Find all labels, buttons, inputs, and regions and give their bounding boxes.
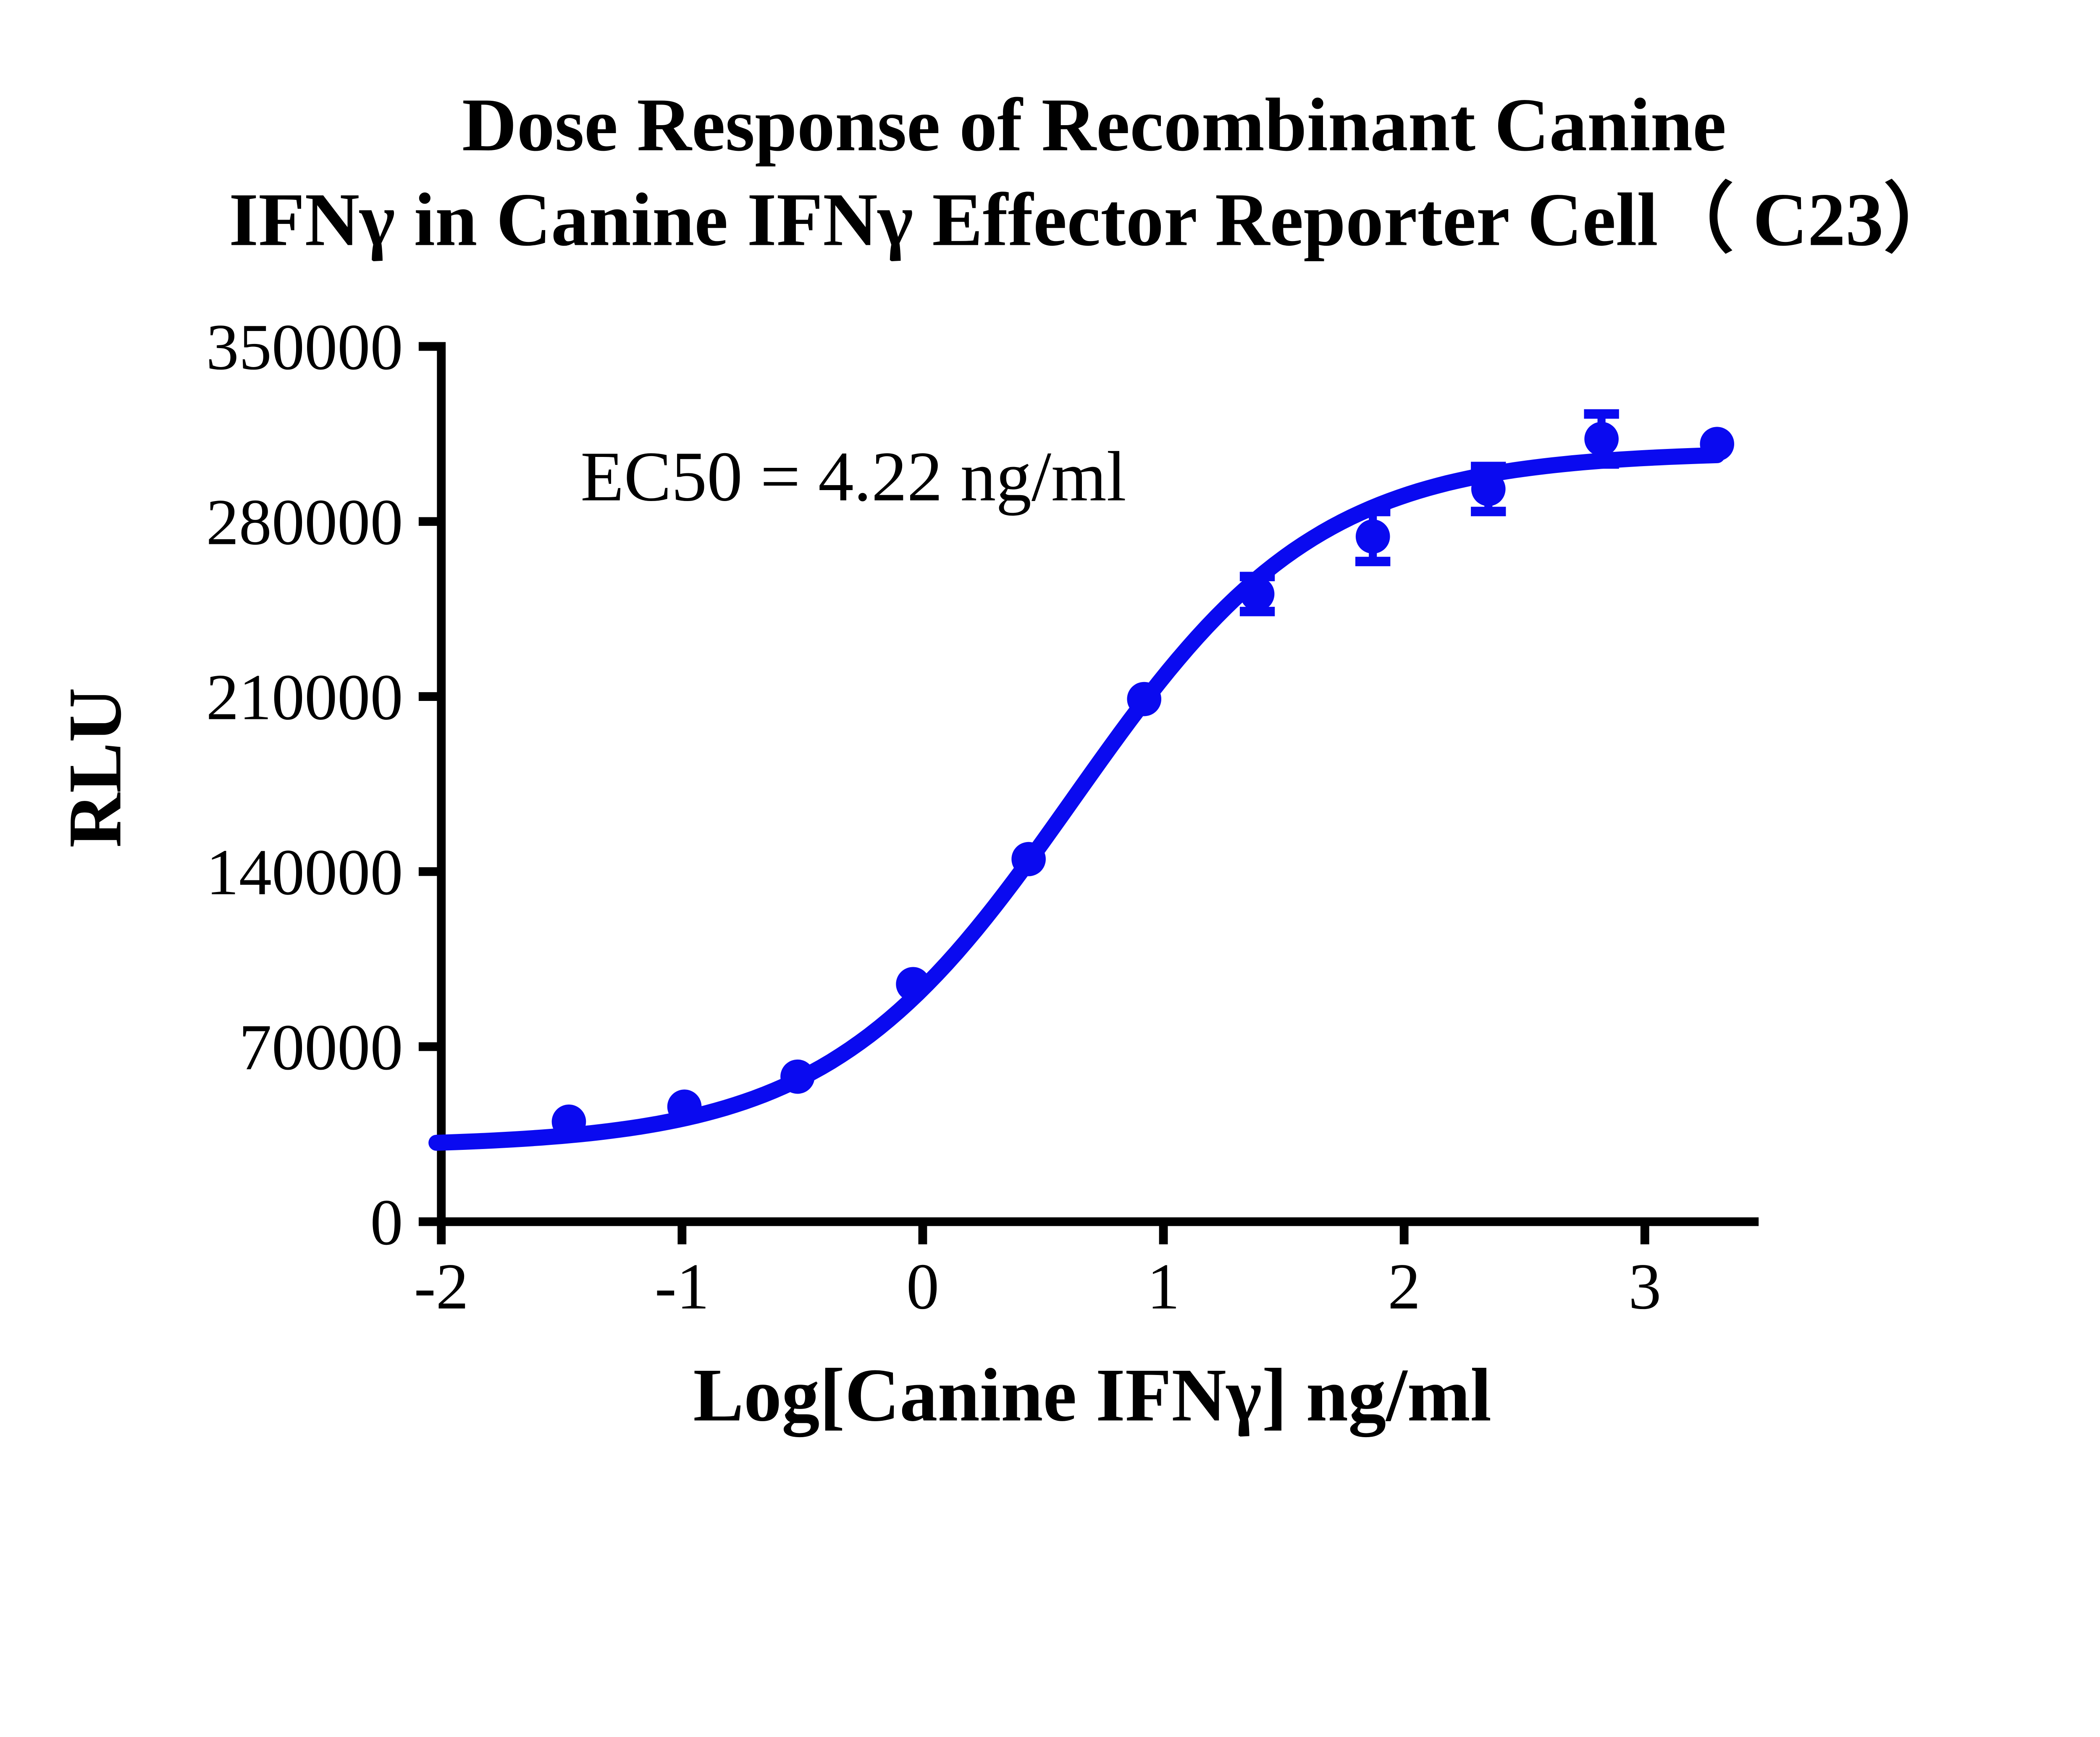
y-tick-label: 210000: [206, 661, 403, 733]
y-tick-label: 70000: [239, 1011, 403, 1084]
figure-background: [0, 0, 2100, 1509]
fit-curve: [428, 447, 1725, 1151]
data-point: [551, 1104, 586, 1139]
chart-title-line2: IFNγ in Canine IFNγ Effector Reporter Ce…: [229, 178, 1959, 262]
data-point: [1240, 577, 1275, 611]
data-point: [667, 1089, 702, 1124]
y-tick-label: 350000: [206, 311, 403, 383]
y-axis-title: RLU: [53, 687, 137, 848]
x-tick-label: -2: [414, 1250, 469, 1323]
x-tick-label: 0: [906, 1250, 939, 1323]
chart-title-line1: Dose Response of Recombinant Canine: [462, 83, 1726, 167]
y-tick-label: 280000: [206, 486, 403, 559]
ec50-annotation: EC50 = 4.22 ng/ml: [580, 437, 1126, 516]
y-tick-label: 140000: [206, 836, 403, 908]
data-point: [1700, 427, 1735, 461]
data-point: [1011, 842, 1046, 876]
x-tick-label: -1: [655, 1250, 709, 1323]
data-point: [1355, 519, 1390, 554]
x-axis-title: Log[Canine IFNγ] ng/ml: [693, 1353, 1491, 1437]
data-point: [896, 967, 930, 1002]
data-point: [1127, 682, 1162, 716]
y-tick-label: 0: [370, 1186, 403, 1259]
dose-response-chart: Dose Response of Recombinant Canine IFNγ…: [0, 0, 2100, 1509]
data-point: [1584, 422, 1619, 457]
series-layer: [428, 409, 1735, 1151]
axes-layer: 0 70000 140000 210000 280000 350000 -2 -1 0 1 2 3: [206, 311, 1759, 1323]
data-point: [780, 1059, 815, 1094]
x-tick-label: 3: [1628, 1250, 1661, 1323]
x-tick-label: 1: [1147, 1250, 1180, 1323]
x-tick-label: 2: [1388, 1250, 1420, 1323]
data-point: [1471, 472, 1506, 506]
